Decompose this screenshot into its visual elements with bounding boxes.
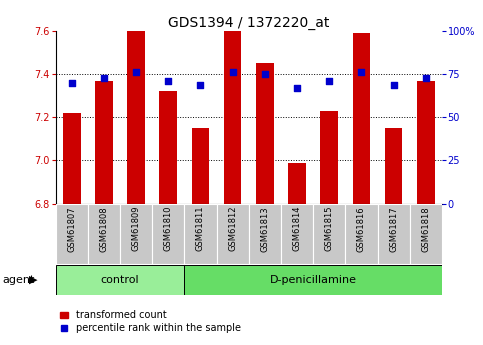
Point [261, 71, 269, 77]
Point [293, 85, 301, 91]
Point [132, 70, 140, 75]
Bar [63, 113, 81, 204]
Text: GSM61812: GSM61812 [228, 206, 237, 252]
Bar [159, 91, 177, 204]
Bar [95, 81, 113, 204]
FancyBboxPatch shape [56, 204, 88, 264]
Point [326, 78, 333, 84]
Text: D-penicillamine: D-penicillamine [270, 275, 356, 285]
Point [100, 75, 108, 80]
Text: GSM61811: GSM61811 [196, 206, 205, 252]
FancyBboxPatch shape [152, 204, 185, 264]
Text: GSM61813: GSM61813 [260, 206, 270, 252]
Text: control: control [100, 275, 139, 285]
Bar [256, 63, 274, 204]
FancyBboxPatch shape [281, 204, 313, 264]
Bar [224, 31, 242, 204]
FancyBboxPatch shape [185, 204, 216, 264]
FancyBboxPatch shape [56, 265, 185, 295]
Text: GSM61810: GSM61810 [164, 206, 173, 252]
Bar [353, 33, 370, 204]
FancyBboxPatch shape [313, 204, 345, 264]
Bar [320, 111, 338, 204]
FancyBboxPatch shape [88, 204, 120, 264]
Title: GDS1394 / 1372220_at: GDS1394 / 1372220_at [168, 16, 329, 30]
Text: GSM61817: GSM61817 [389, 206, 398, 252]
Text: GSM61814: GSM61814 [293, 206, 301, 252]
Bar [385, 128, 402, 204]
Text: GSM61807: GSM61807 [67, 206, 76, 252]
FancyBboxPatch shape [185, 265, 442, 295]
Point [422, 75, 430, 80]
Point [229, 70, 237, 75]
Bar [417, 81, 435, 204]
FancyBboxPatch shape [378, 204, 410, 264]
FancyBboxPatch shape [249, 204, 281, 264]
Text: agent: agent [2, 275, 35, 285]
Text: ▶: ▶ [28, 275, 37, 285]
Text: GSM61818: GSM61818 [421, 206, 430, 252]
Bar [288, 162, 306, 204]
FancyBboxPatch shape [120, 204, 152, 264]
Point [164, 78, 172, 84]
FancyBboxPatch shape [410, 204, 442, 264]
Text: GSM61816: GSM61816 [357, 206, 366, 252]
Text: GSM61808: GSM61808 [99, 206, 108, 252]
Bar [192, 128, 209, 204]
FancyBboxPatch shape [345, 204, 378, 264]
Point [357, 70, 365, 75]
Legend: transformed count, percentile rank within the sample: transformed count, percentile rank withi… [60, 310, 241, 333]
Text: GSM61815: GSM61815 [325, 206, 334, 252]
Point [197, 82, 204, 87]
Point [68, 80, 75, 86]
Point [390, 82, 398, 87]
FancyBboxPatch shape [216, 204, 249, 264]
Text: GSM61809: GSM61809 [131, 206, 141, 252]
Bar [127, 31, 145, 204]
